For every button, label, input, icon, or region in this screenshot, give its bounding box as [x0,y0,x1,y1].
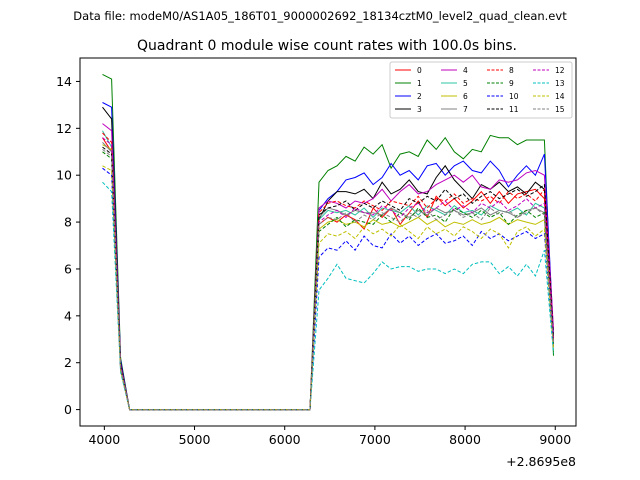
y-tick-label: 2 [64,355,72,370]
x-tick-label: 8000 [449,432,481,447]
legend-label-13: 13 [555,79,565,88]
legend-label-7: 7 [463,105,468,114]
x-axis-offset-label: +2.8695e8 [506,454,576,469]
legend-label-9: 9 [509,79,514,88]
legend-label-5: 5 [463,79,468,88]
x-tick-label: 7000 [359,432,391,447]
legend-label-11: 11 [509,105,519,114]
legend-label-12: 12 [555,66,565,75]
figure-suptitle: Data file: modeM0/AS1A05_186T01_90000026… [73,9,567,23]
x-tick-label: 6000 [269,432,301,447]
plot-frame [79,57,577,427]
y-tick-label: 6 [64,261,72,276]
y-tick-label: 4 [64,308,72,323]
series-line-8 [102,132,554,411]
series-line-13 [102,181,554,411]
x-tick-label: 4000 [88,432,120,447]
y-tick-label: 10 [56,168,72,183]
y-tick-label: 14 [56,74,72,89]
x-tick-label: 9000 [539,432,571,447]
legend-label-8: 8 [509,66,514,75]
legend-label-4: 4 [463,66,468,75]
y-tick-label: 8 [64,215,72,230]
legend-label-10: 10 [509,92,519,101]
legend-label-0: 0 [417,66,422,75]
legend-label-14: 14 [555,92,565,101]
chart-title: Quadrant 0 module wise count rates with … [137,38,517,54]
x-tick-label: 5000 [179,432,211,447]
x-axis: 4000 5000 6000 7000 8000 9000 [88,426,571,447]
y-tick-label: 12 [56,121,72,136]
series-line-9 [102,151,554,411]
y-tick-label: 0 [64,402,72,417]
legend-label-3: 3 [417,105,422,114]
legend-label-1: 1 [417,79,422,88]
legend-box [389,61,573,119]
series-line-15 [102,149,554,411]
y-axis: 0 2 4 6 8 10 12 14 [56,74,80,417]
plot-lines [102,73,554,411]
legend-label-15: 15 [555,105,565,114]
legend-label-2: 2 [417,92,422,101]
legend-label-6: 6 [463,92,468,101]
